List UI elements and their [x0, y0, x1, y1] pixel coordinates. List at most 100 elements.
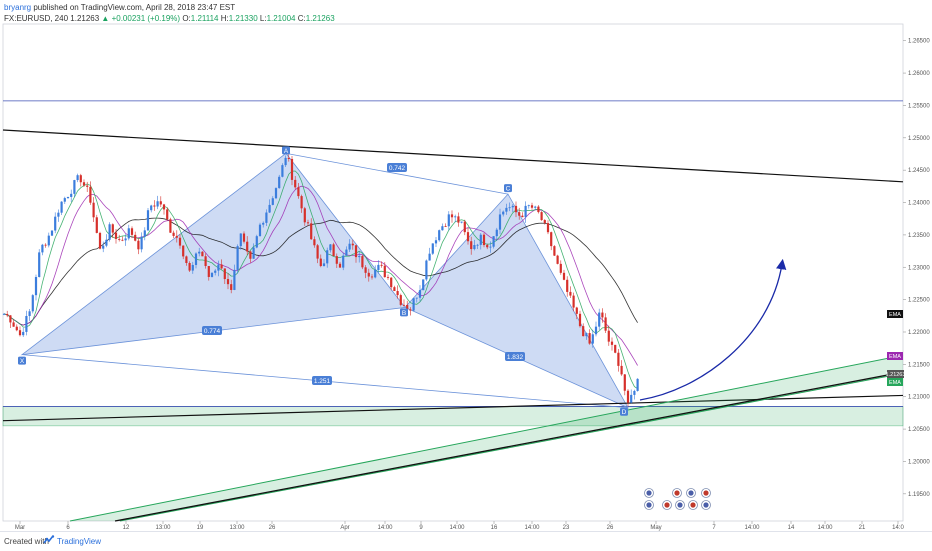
candle	[233, 264, 236, 291]
candle-body	[441, 226, 444, 231]
event-flag-icon[interactable]	[688, 500, 698, 510]
time-axis-label: 14	[788, 525, 795, 531]
candle-body	[79, 175, 82, 183]
candle-body	[223, 268, 226, 280]
author-link[interactable]: bryanrg	[4, 3, 32, 12]
candle	[428, 247, 431, 261]
candle	[466, 227, 470, 245]
candle	[313, 236, 316, 248]
candle-body	[354, 245, 358, 258]
price-chart[interactable]: 1.26500 1.26000 1.25500 1.25000 1.24500 1.240…	[0, 0, 932, 531]
candle-body	[185, 256, 188, 263]
candle-body	[402, 304, 406, 306]
event-flag-icon[interactable]	[672, 488, 682, 498]
candle-body	[610, 341, 614, 345]
event-flag-icon[interactable]	[701, 488, 711, 498]
event-flag-icon[interactable]	[701, 500, 711, 510]
candle-body	[166, 209, 169, 220]
candle	[118, 234, 121, 242]
price-axis-label: 1.23500	[908, 233, 930, 239]
time-axis-label: 12	[123, 525, 130, 531]
candle-body	[319, 258, 322, 267]
candle-body	[553, 246, 556, 256]
candle-body	[514, 205, 518, 213]
candle	[271, 196, 274, 206]
event-flag-icon[interactable]	[686, 488, 696, 498]
time-axis-label: 23	[563, 525, 570, 531]
candle-body	[41, 244, 44, 253]
candle-body	[182, 245, 185, 257]
candle	[143, 227, 146, 241]
candle	[255, 234, 258, 249]
event-flag-icon[interactable]	[675, 500, 685, 510]
candle-body	[210, 272, 214, 277]
candle	[89, 181, 92, 205]
candle	[361, 254, 364, 270]
candle	[95, 214, 98, 234]
candle-body	[127, 228, 130, 239]
price-axis-label: 1.22000	[908, 330, 930, 336]
symbol-label[interactable]: FX:EURUSD, 240	[4, 14, 69, 23]
candle-body	[300, 196, 303, 209]
candle-body	[418, 290, 422, 298]
candle-body	[604, 317, 607, 331]
projection-arrow	[639, 258, 787, 401]
candle-body	[495, 229, 498, 237]
candle-body	[386, 277, 390, 278]
candle	[22, 327, 25, 337]
price-axis-label: 1.20000	[908, 459, 930, 465]
candle	[438, 229, 441, 242]
candle	[28, 309, 31, 321]
candle-body	[22, 331, 25, 336]
candle	[281, 163, 284, 178]
candle	[127, 224, 130, 241]
candle-body	[217, 264, 220, 271]
candle	[297, 183, 300, 199]
candle-body	[438, 230, 441, 241]
candle-body	[546, 223, 550, 233]
candle-body	[12, 322, 15, 327]
candle	[294, 175, 297, 190]
price-axis-label: 1.26500	[908, 39, 930, 45]
candle	[601, 308, 604, 323]
candle-body	[303, 208, 306, 223]
price-tag-bg	[887, 370, 904, 378]
candle	[370, 274, 374, 280]
candle	[310, 218, 313, 240]
time-axis-label: 14:0	[892, 525, 904, 531]
candle-body	[172, 232, 175, 236]
candle-body	[626, 390, 630, 403]
ratio-label: 1.251	[312, 376, 332, 385]
candle-body	[489, 246, 492, 248]
candle	[444, 223, 447, 228]
candle-body	[434, 240, 438, 244]
pattern-point-x: X	[18, 356, 26, 365]
up-arrow-icon: ▲	[101, 14, 110, 23]
event-flag-icon[interactable]	[662, 500, 672, 510]
candle-body	[470, 241, 473, 250]
candle-body	[130, 228, 134, 235]
candle-body	[306, 222, 310, 224]
event-flag-icon[interactable]	[644, 488, 654, 498]
candle	[274, 187, 278, 200]
candle	[582, 323, 585, 337]
candle-body	[482, 234, 486, 246]
tradingview-brand-link[interactable]: TradingView	[57, 537, 102, 546]
candle-body	[137, 240, 140, 250]
footer-bar: Created with TradingView	[0, 531, 932, 551]
pattern-point-badge	[620, 407, 628, 416]
tradingview-logo-icon[interactable]	[43, 535, 55, 546]
candle	[530, 202, 534, 210]
candle-body	[345, 249, 348, 256]
candle-body	[114, 232, 118, 239]
event-flag-icon[interactable]	[644, 500, 654, 510]
candle-body	[98, 232, 102, 249]
price-change: +0.00231 (+0.19%)	[111, 14, 181, 23]
candle-body	[143, 230, 146, 237]
time-axis-label: 13:00	[229, 525, 245, 531]
price-tag-bg	[887, 310, 903, 318]
candle-body	[214, 270, 217, 273]
candle	[207, 265, 210, 281]
candle-body	[89, 186, 92, 203]
candle	[287, 153, 290, 162]
